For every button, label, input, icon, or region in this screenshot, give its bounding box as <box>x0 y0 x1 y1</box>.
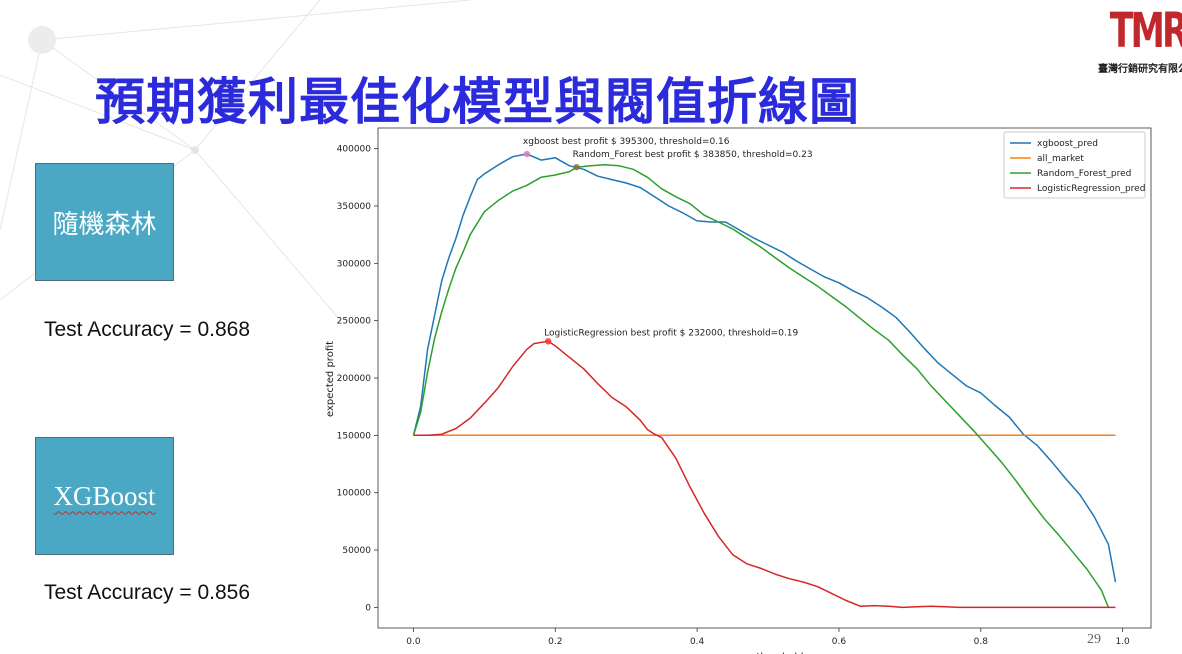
x-tick-label: 1.0 <box>1115 637 1130 647</box>
axes-frame <box>377 127 1152 629</box>
legend-entry: all_market <box>1037 154 1084 164</box>
logo-subtitle: 臺灣行銷研究有限公司 <box>1098 64 1182 75</box>
series-layer <box>412 153 1117 609</box>
x-tick-label: 0.2 <box>548 637 562 647</box>
y-tick-label: 200000 <box>337 374 372 384</box>
x-axis-label: threshold <box>756 652 803 654</box>
xgboost-label-box: XGBoost <box>35 437 174 555</box>
x-tick-label: 0.6 <box>832 637 847 647</box>
y-tick-label: 250000 <box>337 317 372 327</box>
series-line-logisticregression-pred <box>413 340 1116 609</box>
best-point-marker <box>523 150 531 158</box>
y-tick-label: 100000 <box>337 489 372 499</box>
y-tick-label: 300000 <box>337 259 372 269</box>
profit-threshold-chart: xgboost best profit $ 395300, threshold=… <box>325 127 1152 654</box>
best-profit-annotation: Random_Forest best profit $ 383850, thre… <box>573 150 813 160</box>
page-number: 29 <box>1087 632 1101 647</box>
legend-entry: LogisticRegression_pred <box>1037 184 1145 194</box>
x-tick-label: 0.0 <box>406 637 421 647</box>
best-point-marker <box>545 338 552 345</box>
y-tick-label: 350000 <box>337 202 372 212</box>
logo-mark: TMR <box>1109 3 1182 59</box>
random-forest-accuracy: Test Accuracy = 0.868 <box>44 318 251 341</box>
legend: xgboost_pred all_market Random_Forest_pred… <box>1003 131 1146 199</box>
x-tick-label: 0.8 <box>974 637 989 647</box>
y-tick-label: 0 <box>365 603 371 613</box>
annotation-layer: xgboost best profit $ 395300, threshold=… <box>523 137 813 345</box>
xgboost-label: XGBoost <box>53 480 156 511</box>
x-tick-label: 0.4 <box>690 637 705 647</box>
series-line-random-forest-pred <box>412 163 1110 608</box>
y-tick-label: 50000 <box>342 546 371 556</box>
legend-box <box>1003 131 1146 199</box>
plot-frame <box>377 127 1152 629</box>
y-tick-label: 400000 <box>337 145 372 155</box>
series-line-xgboost-pred <box>412 153 1117 583</box>
best-profit-annotation: xgboost best profit $ 395300, threshold=… <box>523 137 730 147</box>
random-forest-label-box: 隨機森林 <box>35 163 174 281</box>
y-axis-label: expected profit <box>325 341 336 417</box>
best-point-marker <box>573 163 580 171</box>
legend-entry: xgboost_pred <box>1037 139 1098 149</box>
y-tick-label: 150000 <box>337 431 372 441</box>
ticks-layer: 0.0 0.2 0.4 0.6 0.8 1.0 0 50000 100000 150000 2000… <box>337 145 1130 647</box>
best-profit-annotation: LogisticRegression best profit $ 232000,… <box>544 328 798 338</box>
xgboost-accuracy: Test Accuracy = 0.856 <box>44 581 251 604</box>
random-forest-label: 隨機森林 <box>52 209 157 240</box>
legend-entry: Random_Forest_pred <box>1037 169 1131 179</box>
company-logo: TMR 臺灣行銷研究有限公司 <box>1098 4 1182 80</box>
slide-title: 預期獲利最佳化模型與閥值折線圖 <box>95 73 860 131</box>
